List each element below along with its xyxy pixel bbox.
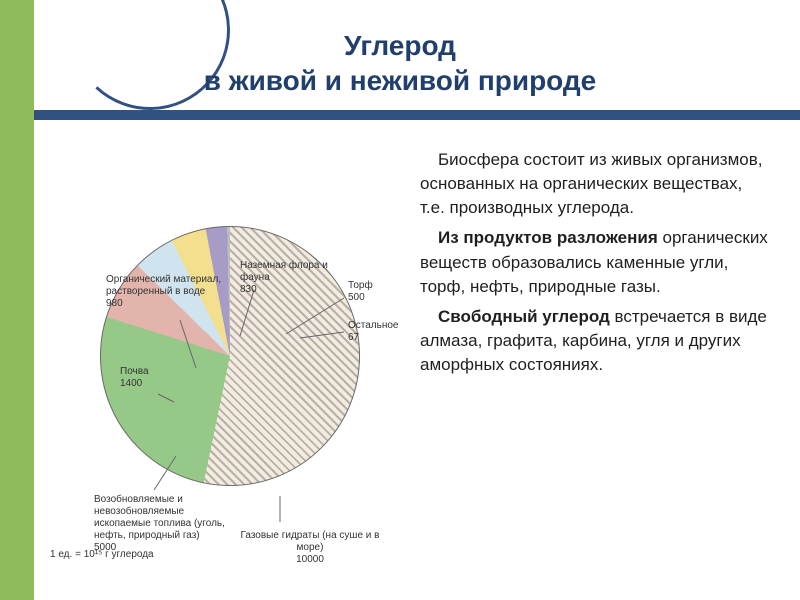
slide-title: Углерод в живой и неживой природе: [120, 28, 680, 98]
title-line: Углерод: [344, 30, 456, 61]
title-line: в живой и неживой природе: [204, 65, 597, 96]
body-text: Биосфера состоит из живых организмов, ос…: [420, 148, 770, 383]
slide: Углерод в живой и неживой природе Газовы…: [0, 0, 800, 600]
paragraph: Свободный углерод встречается в виде алм…: [420, 305, 770, 377]
paragraph: Биосфера состоит из живых организмов, ос…: [420, 148, 770, 220]
pie-chart: Газовые гидраты (на суше и в море)10000В…: [50, 130, 410, 560]
pie-label: Почва1400: [120, 366, 190, 390]
left-accent-bar: [0, 0, 34, 600]
text-bold: Свободный углерод: [438, 307, 610, 326]
paragraph: Из продуктов разложения органических вещ…: [420, 226, 770, 298]
title-underline: [34, 110, 800, 120]
text-bold: Из продуктов разложения: [438, 228, 658, 247]
pie-label: Остальное67: [348, 320, 428, 344]
chart-footnote: 1 ед. = 10¹⁵ г углерода: [50, 549, 154, 560]
pie-label: Возобновляемые и невозобновляемые ископа…: [94, 494, 234, 554]
pie-label: Газовые гидраты (на суше и в море)10000: [235, 530, 385, 566]
pie-label: Органический материал, растворенный в во…: [106, 274, 256, 310]
pie-label: Торф500: [348, 280, 408, 304]
pie-label: Наземная флора и фауна830: [240, 260, 360, 296]
text-run: Биосфера состоит из живых организмов, ос…: [420, 150, 763, 217]
